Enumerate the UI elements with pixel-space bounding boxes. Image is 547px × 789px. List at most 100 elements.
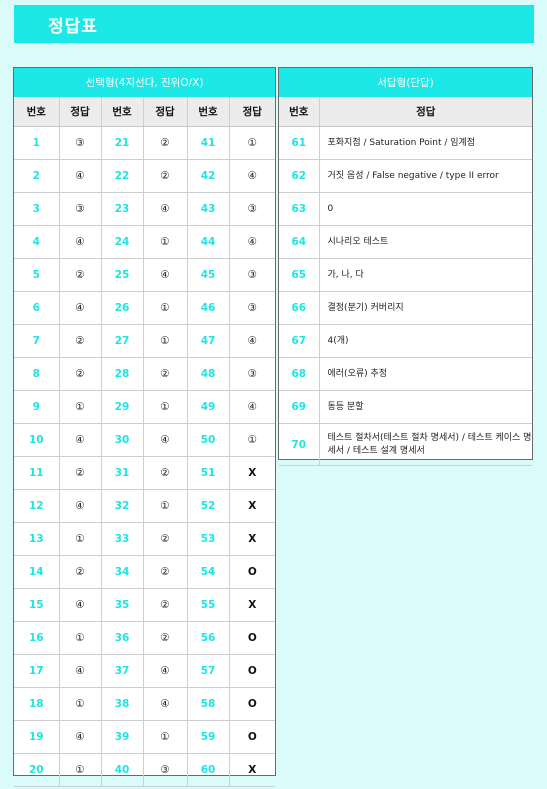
question-number: 14: [14, 555, 59, 589]
answer-cell: ①: [142, 324, 187, 358]
question-number: 18: [14, 687, 59, 721]
table-row: 13 ① 33 ② 53 X: [14, 522, 276, 556]
question-number: 50: [186, 423, 229, 457]
short-answer-table: 서답형(단답) 번호 정답 61 포화지점 / Saturation Point /…: [279, 68, 532, 466]
table-row: 4 ④ 24 ① 44 ④: [14, 225, 276, 259]
question-number: 67: [279, 324, 319, 358]
answer-cell: 시나리오 테스트: [318, 225, 532, 259]
question-number: 3: [14, 192, 59, 226]
answer-cell: O: [228, 555, 276, 589]
column-header: 정답: [142, 97, 187, 127]
question-number: 31: [100, 456, 143, 490]
answer-cell: ③: [58, 126, 101, 160]
table-row: 9 ① 29 ① 49 ④: [14, 390, 276, 424]
answer-cell: O: [228, 720, 276, 754]
table-row: 8 ② 28 ② 48 ③: [14, 357, 276, 391]
table-row: 1 ③ 21 ② 41 ①: [14, 126, 276, 160]
question-number: 20: [14, 753, 59, 787]
answer-cell: ②: [58, 357, 101, 391]
table-row: 68 에러(오류) 추정: [279, 357, 532, 391]
short-answer-header: 서답형(단답): [279, 68, 532, 97]
question-number: 57: [186, 654, 229, 688]
answer-cell: ③: [228, 291, 276, 325]
answer-cell: ③: [58, 192, 101, 226]
table-row: 62 거짓 음성 / False negative / type II error: [279, 159, 532, 193]
table-row: 61 포화지점 / Saturation Point / 임계점: [279, 126, 532, 160]
answer-cell: ②: [142, 126, 187, 160]
table-row: 12 ④ 32 ① 52 X: [14, 489, 276, 523]
column-header: 정답: [58, 97, 101, 127]
answer-cell: ①: [142, 489, 187, 523]
question-number: 43: [186, 192, 229, 226]
question-number: 60: [186, 753, 229, 787]
answer-cell: ①: [142, 720, 187, 754]
answer-cell: ②: [142, 555, 187, 589]
answer-cell: ④: [228, 390, 276, 424]
table-row: 2 ④ 22 ② 42 ④: [14, 159, 276, 193]
question-number: 19: [14, 720, 59, 754]
table-row: 70 테스트 절차서(테스트 절차 명세서) / 테스트 케이스 명세서 / 테스…: [279, 423, 532, 466]
question-number: 36: [100, 621, 143, 655]
question-number: 44: [186, 225, 229, 259]
question-number: 9: [14, 390, 59, 424]
question-number: 53: [186, 522, 229, 556]
question-number: 21: [100, 126, 143, 160]
question-number: 33: [100, 522, 143, 556]
answer-cell: ④: [142, 192, 187, 226]
question-number: 47: [186, 324, 229, 358]
question-number: 12: [14, 489, 59, 523]
question-number: 26: [100, 291, 143, 325]
table-row: 66 결정(분기) 커버리지: [279, 291, 532, 325]
answer-cell: ④: [58, 588, 101, 622]
table-row: 15 ④ 35 ② 55 X: [14, 588, 276, 622]
question-number: 37: [100, 654, 143, 688]
question-number: 64: [279, 225, 319, 259]
answer-cell: O: [228, 621, 276, 655]
answer-cell: ①: [58, 753, 101, 787]
table-row: 17 ④ 37 ④ 57 O: [14, 654, 276, 688]
answer-cell: ③: [228, 357, 276, 391]
title-bar: 정답표: [14, 5, 534, 43]
answer-cell: ④: [228, 225, 276, 259]
answer-cell: ③: [142, 753, 187, 787]
question-number: 59: [186, 720, 229, 754]
short-answer-panel: 서답형(단답) 번호 정답 61 포화지점 / Saturation Point /…: [278, 67, 533, 466]
multiple-choice-header: 선택형(4지선다, 진위O/X): [14, 68, 276, 97]
table-row: 5 ② 25 ④ 45 ③: [14, 258, 276, 292]
question-number: 48: [186, 357, 229, 391]
answer-cell: 포화지점 / Saturation Point / 임계점: [318, 126, 532, 160]
question-number: 6: [14, 291, 59, 325]
answer-cell: ④: [142, 423, 187, 457]
answer-cell: 가, 나, 다: [318, 258, 532, 292]
question-number: 65: [279, 258, 319, 292]
answer-cell: 0: [318, 192, 532, 226]
answer-cell: O: [228, 654, 276, 688]
table-row: 69 동등 분할: [279, 390, 532, 424]
answer-cell: X: [228, 588, 276, 622]
table-row: 64 시나리오 테스트: [279, 225, 532, 259]
answer-cell: ②: [58, 555, 101, 589]
question-number: 55: [186, 588, 229, 622]
question-number: 16: [14, 621, 59, 655]
answer-cell: ②: [142, 588, 187, 622]
column-header: 번호: [186, 97, 229, 127]
answer-cell: ①: [142, 390, 187, 424]
table-row: 19 ④ 39 ① 59 O: [14, 720, 276, 754]
question-number: 68: [279, 357, 319, 391]
answer-cell: ④: [142, 687, 187, 721]
answer-cell: 거짓 음성 / False negative / type II error: [318, 159, 532, 193]
answer-cell: ②: [142, 621, 187, 655]
table-row: 14 ② 34 ② 54 O: [14, 555, 276, 589]
table-row: 7 ② 27 ① 47 ④: [14, 324, 276, 358]
question-number: 69: [279, 390, 319, 424]
answer-cell: ④: [142, 654, 187, 688]
answer-cell: X: [228, 522, 276, 556]
question-number: 70: [279, 423, 319, 466]
answer-cell: X: [228, 456, 276, 490]
table-row: 67 4(개): [279, 324, 532, 358]
question-number: 17: [14, 654, 59, 688]
table-row: 20 ① 40 ③ 60 X: [14, 753, 276, 787]
answer-cell: ②: [142, 522, 187, 556]
question-number: 23: [100, 192, 143, 226]
table-row: 18 ① 38 ④ 58 O: [14, 687, 276, 721]
